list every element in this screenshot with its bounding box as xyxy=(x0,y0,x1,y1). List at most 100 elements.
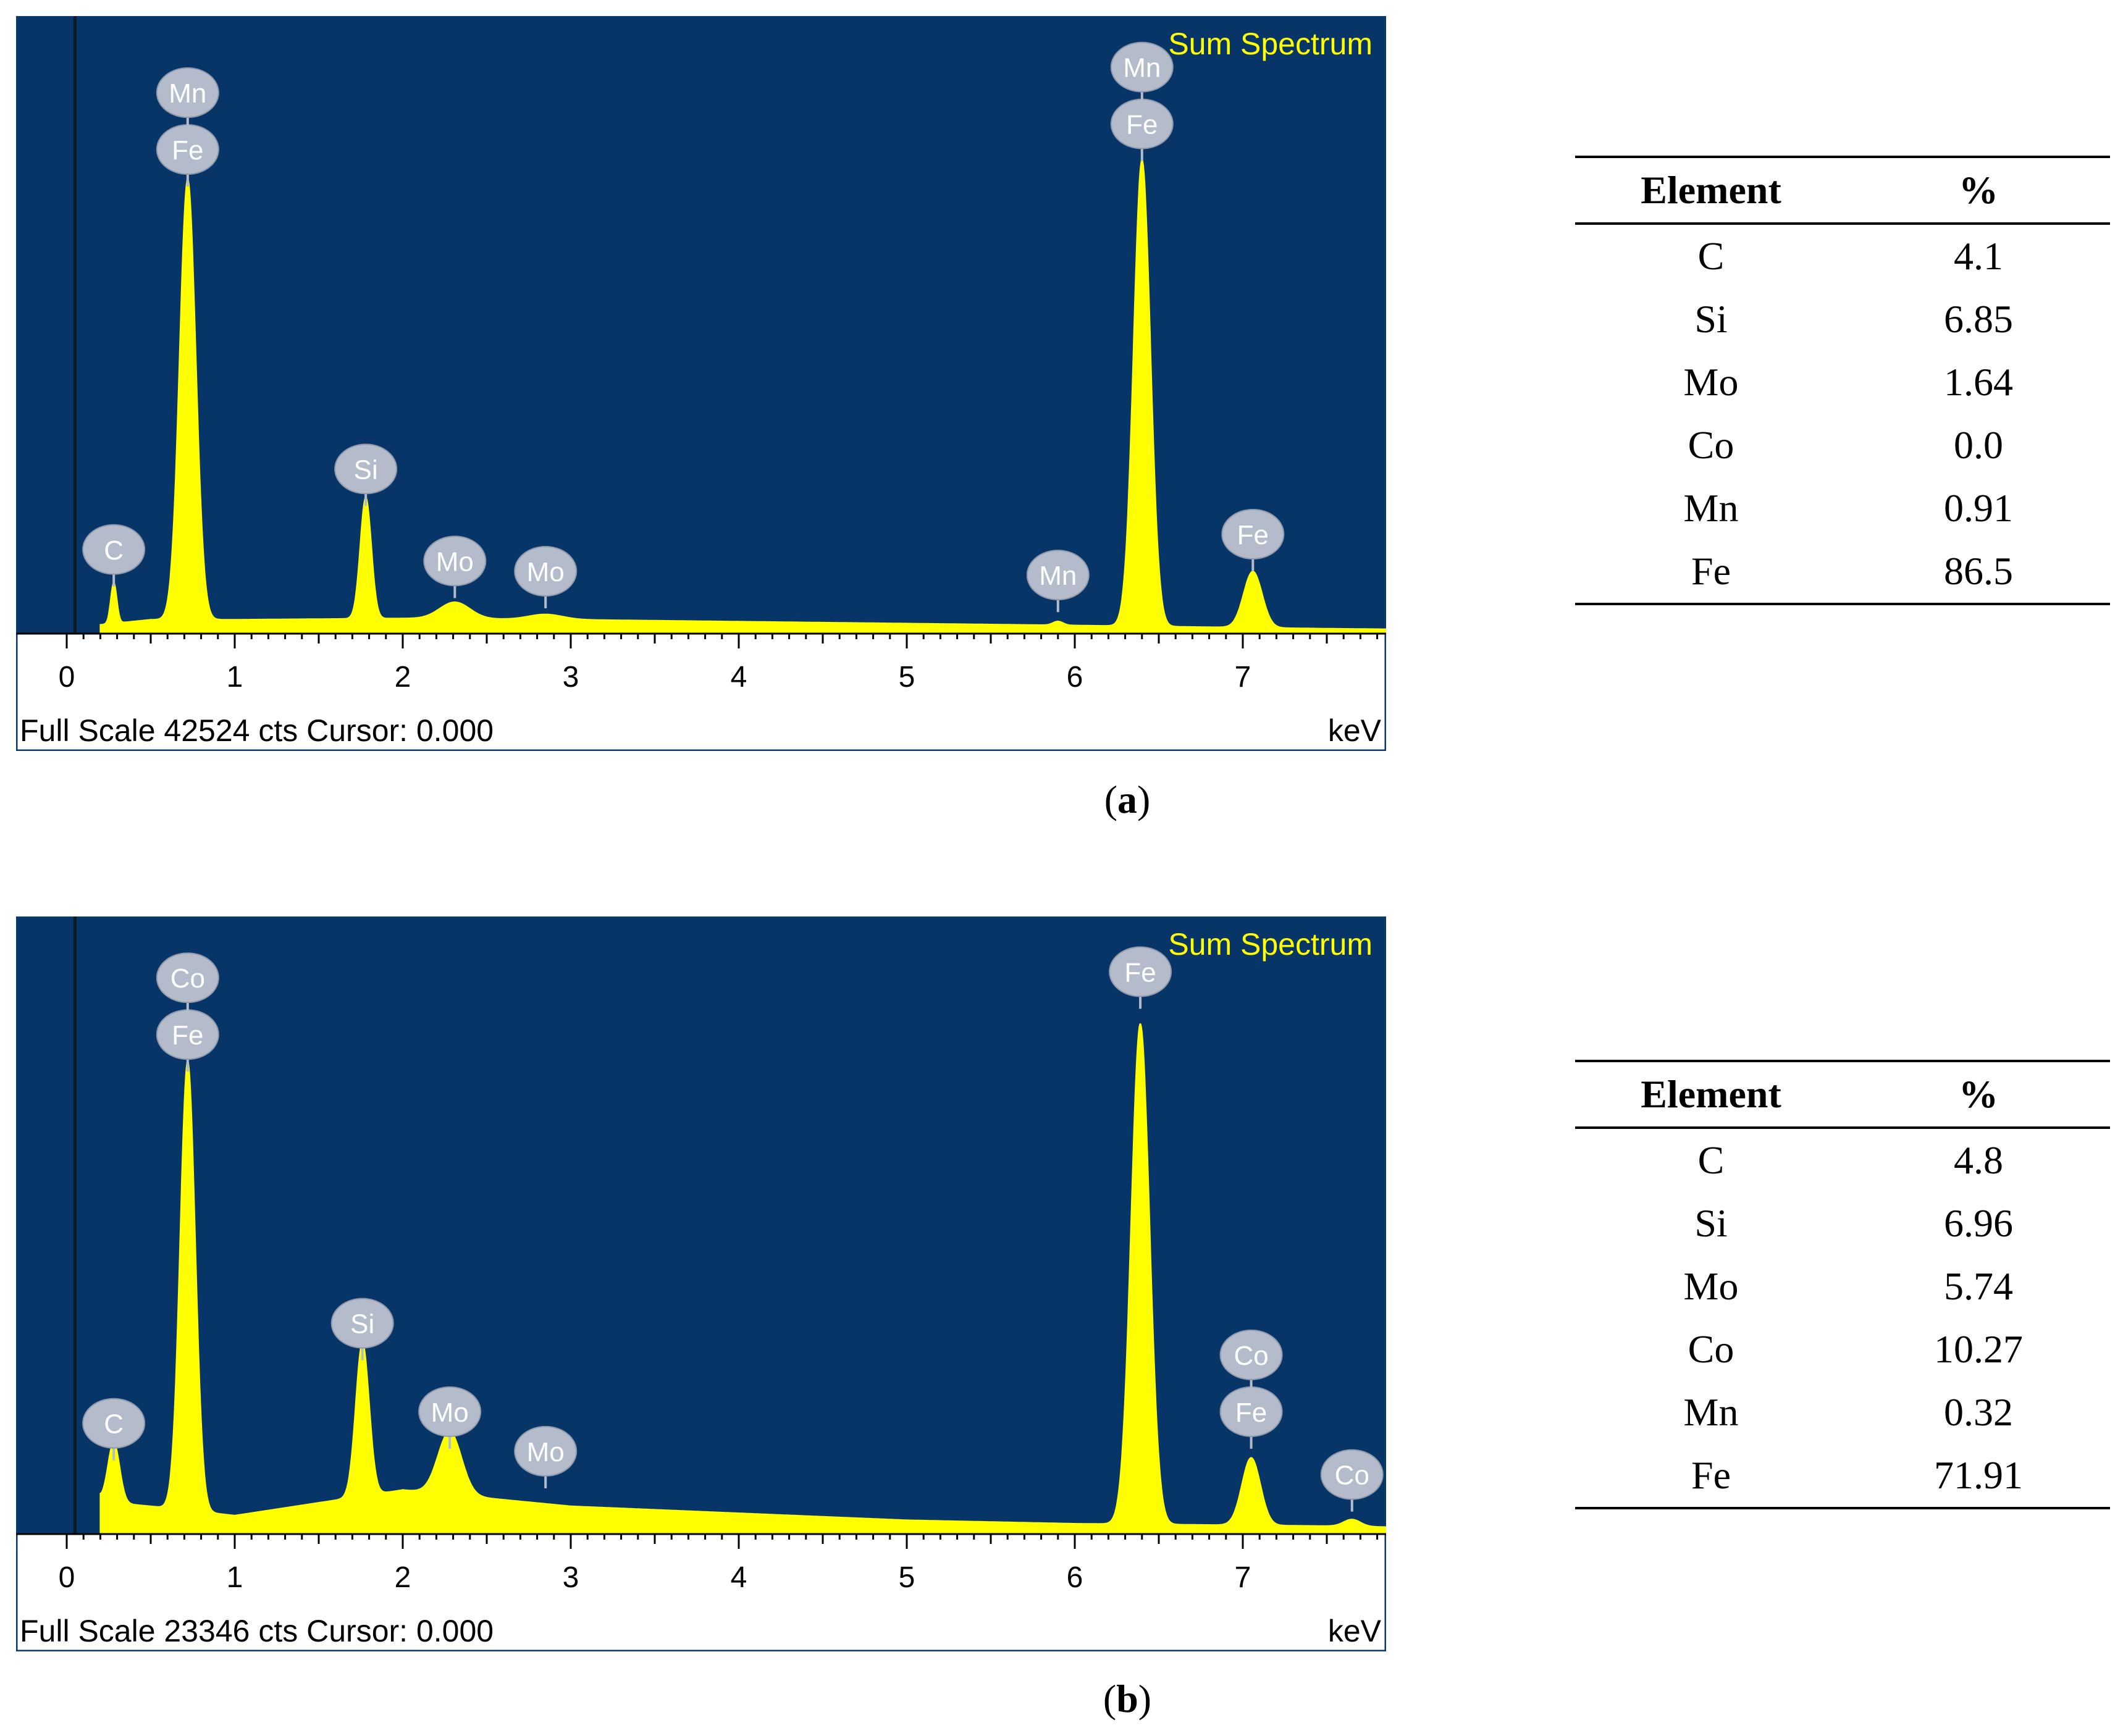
element-label: Fe xyxy=(1124,957,1156,988)
element-label-badge xyxy=(156,952,219,1004)
element-cell: Mn xyxy=(1683,486,1739,530)
element-label: Fe xyxy=(172,1020,203,1050)
element-cell: Fe xyxy=(1691,549,1731,593)
percent-cell: 6.96 xyxy=(1944,1201,2013,1245)
element-label-badge xyxy=(1026,550,1090,601)
axis-background xyxy=(16,1534,1386,1651)
element-label: Co xyxy=(170,963,205,994)
header-percent: % xyxy=(1959,1072,1998,1116)
x-tick-label: 4 xyxy=(731,1561,747,1594)
table-row: Fe 86.5 xyxy=(1575,540,2110,604)
table-row: Mn 0.91 xyxy=(1575,477,2110,540)
table-header-row: Element % xyxy=(1575,157,2110,224)
table-header-row: Element % xyxy=(1575,1061,2110,1128)
x-axis-unit: keV xyxy=(1328,1614,1382,1648)
percent-cell: 4.1 xyxy=(1954,234,2003,278)
element-cell: C xyxy=(1697,1138,1725,1182)
x-tick-label: 6 xyxy=(1067,661,1083,694)
element-label: Mn xyxy=(1123,53,1161,83)
x-tick-label: 3 xyxy=(563,1561,579,1594)
element-label: Mn xyxy=(1039,561,1077,591)
percent-cell: 86.5 xyxy=(1944,549,2013,593)
element-label: C xyxy=(104,1409,124,1440)
element-label-badge xyxy=(418,1386,482,1437)
element-label: Mo xyxy=(436,547,474,577)
x-tick-label: 5 xyxy=(899,661,915,694)
spectrum-series xyxy=(99,158,1386,634)
composition-table-a: Element % C 4.1 Si 6.85 Mo 1.64 Co 0.0 Mn 0.9… xyxy=(1575,156,2110,605)
element-label-badge xyxy=(330,1298,394,1349)
full-scale-readout: Full Scale 23346 cts Cursor: 0.000 xyxy=(20,1614,494,1648)
plot-background xyxy=(16,916,1386,1534)
spectrum-panel-a: Sum Spectrum 0 1 2 3 4 5 6 7 Full Scale 42524 cts… xyxy=(16,16,1386,751)
plot-background xyxy=(16,16,1386,634)
x-tick-label: 2 xyxy=(395,1561,411,1594)
x-tick-label: 3 xyxy=(563,661,579,694)
element-label-badge xyxy=(82,524,146,575)
element-label: C xyxy=(104,535,124,566)
element-label: Si xyxy=(354,455,378,485)
x-tick-label: 1 xyxy=(227,1561,243,1594)
element-label: Fe xyxy=(1235,1398,1267,1428)
chart-frame xyxy=(16,916,1386,1651)
caption-b-letter: b xyxy=(1116,1677,1138,1721)
element-label-badge xyxy=(1219,1329,1283,1380)
element-label: Fe xyxy=(1126,110,1158,140)
percent-cell: 5.74 xyxy=(1944,1264,2013,1308)
caption-a-letter: a xyxy=(1117,778,1137,821)
spectrum-series xyxy=(99,1023,1386,1535)
element-cell: Si xyxy=(1694,297,1728,341)
header-element: Element xyxy=(1641,168,1781,212)
element-label-badge xyxy=(334,443,398,495)
x-tick-label: 7 xyxy=(1235,661,1251,694)
full-scale-readout: Full Scale 42524 cts Cursor: 0.000 xyxy=(20,713,494,748)
spectrum-title: Sum Spectrum xyxy=(1168,27,1373,61)
element-cell: Co xyxy=(1688,1327,1734,1371)
header-percent: % xyxy=(1959,168,1998,212)
x-tick-label: 1 xyxy=(227,661,243,694)
element-label: Mo xyxy=(527,1437,565,1467)
table-row: Mo 5.74 xyxy=(1575,1255,2110,1318)
element-label-badge xyxy=(1110,41,1174,93)
table-row: Co 10.27 xyxy=(1575,1318,2110,1381)
element-label: Fe xyxy=(1237,520,1269,550)
element-label: Co xyxy=(1335,1461,1369,1491)
table-row: C 4.1 xyxy=(1575,224,2110,288)
caption-b: (b) xyxy=(1103,1677,1152,1721)
element-label: Fe xyxy=(172,135,203,166)
element-cell: Mn xyxy=(1683,1390,1739,1434)
percent-cell: 0.91 xyxy=(1944,486,2013,530)
x-tick-label: 0 xyxy=(59,1561,75,1594)
table-row: Si 6.96 xyxy=(1575,1192,2110,1255)
spectrum-title: Sum Spectrum xyxy=(1168,927,1373,962)
composition-table-b: Element % C 4.8 Si 6.96 Mo 5.74 Co 10.27 Mn 0… xyxy=(1575,1060,2110,1509)
x-tick-label: 5 xyxy=(899,1561,915,1594)
table-row: Si 6.85 xyxy=(1575,288,2110,351)
element-label-badge xyxy=(514,545,578,597)
spectrum-chart-a: Sum Spectrum 0 1 2 3 4 5 6 7 Full Scale 42524 cts… xyxy=(16,16,1386,751)
element-label-badge xyxy=(156,67,219,119)
element-cell: Mo xyxy=(1683,1264,1739,1308)
percent-cell: 1.64 xyxy=(1944,360,2013,404)
percent-cell: 0.32 xyxy=(1944,1390,2013,1434)
spectrum-chart-b: Sum Spectrum 0 1 2 3 4 5 6 7 Full Scale 23346 cts… xyxy=(16,916,1386,1651)
table-row: Mo 1.64 xyxy=(1575,351,2110,414)
element-label-badge xyxy=(1221,508,1285,560)
header-element: Element xyxy=(1641,1072,1781,1116)
percent-cell: 6.85 xyxy=(1944,297,2013,341)
table-row: Fe 71.91 xyxy=(1575,1444,2110,1508)
chart-frame xyxy=(16,16,1386,751)
element-label: Mo xyxy=(431,1398,469,1428)
element-cell: Si xyxy=(1694,1201,1728,1245)
table-row: Mn 0.32 xyxy=(1575,1381,2110,1444)
x-axis-unit: keV xyxy=(1328,713,1382,748)
element-label-badge xyxy=(82,1398,146,1449)
element-cell: Mo xyxy=(1683,360,1739,404)
element-cell: Fe xyxy=(1691,1453,1731,1497)
element-label: Mo xyxy=(527,557,565,587)
element-label: Mn xyxy=(169,78,206,109)
table-row: C 4.8 xyxy=(1575,1128,2110,1192)
element-label-badge xyxy=(423,535,487,587)
spectrum-panel-b: Sum Spectrum 0 1 2 3 4 5 6 7 Full Scale 23346 cts… xyxy=(16,916,1386,1651)
x-tick-label: 7 xyxy=(1235,1561,1251,1594)
